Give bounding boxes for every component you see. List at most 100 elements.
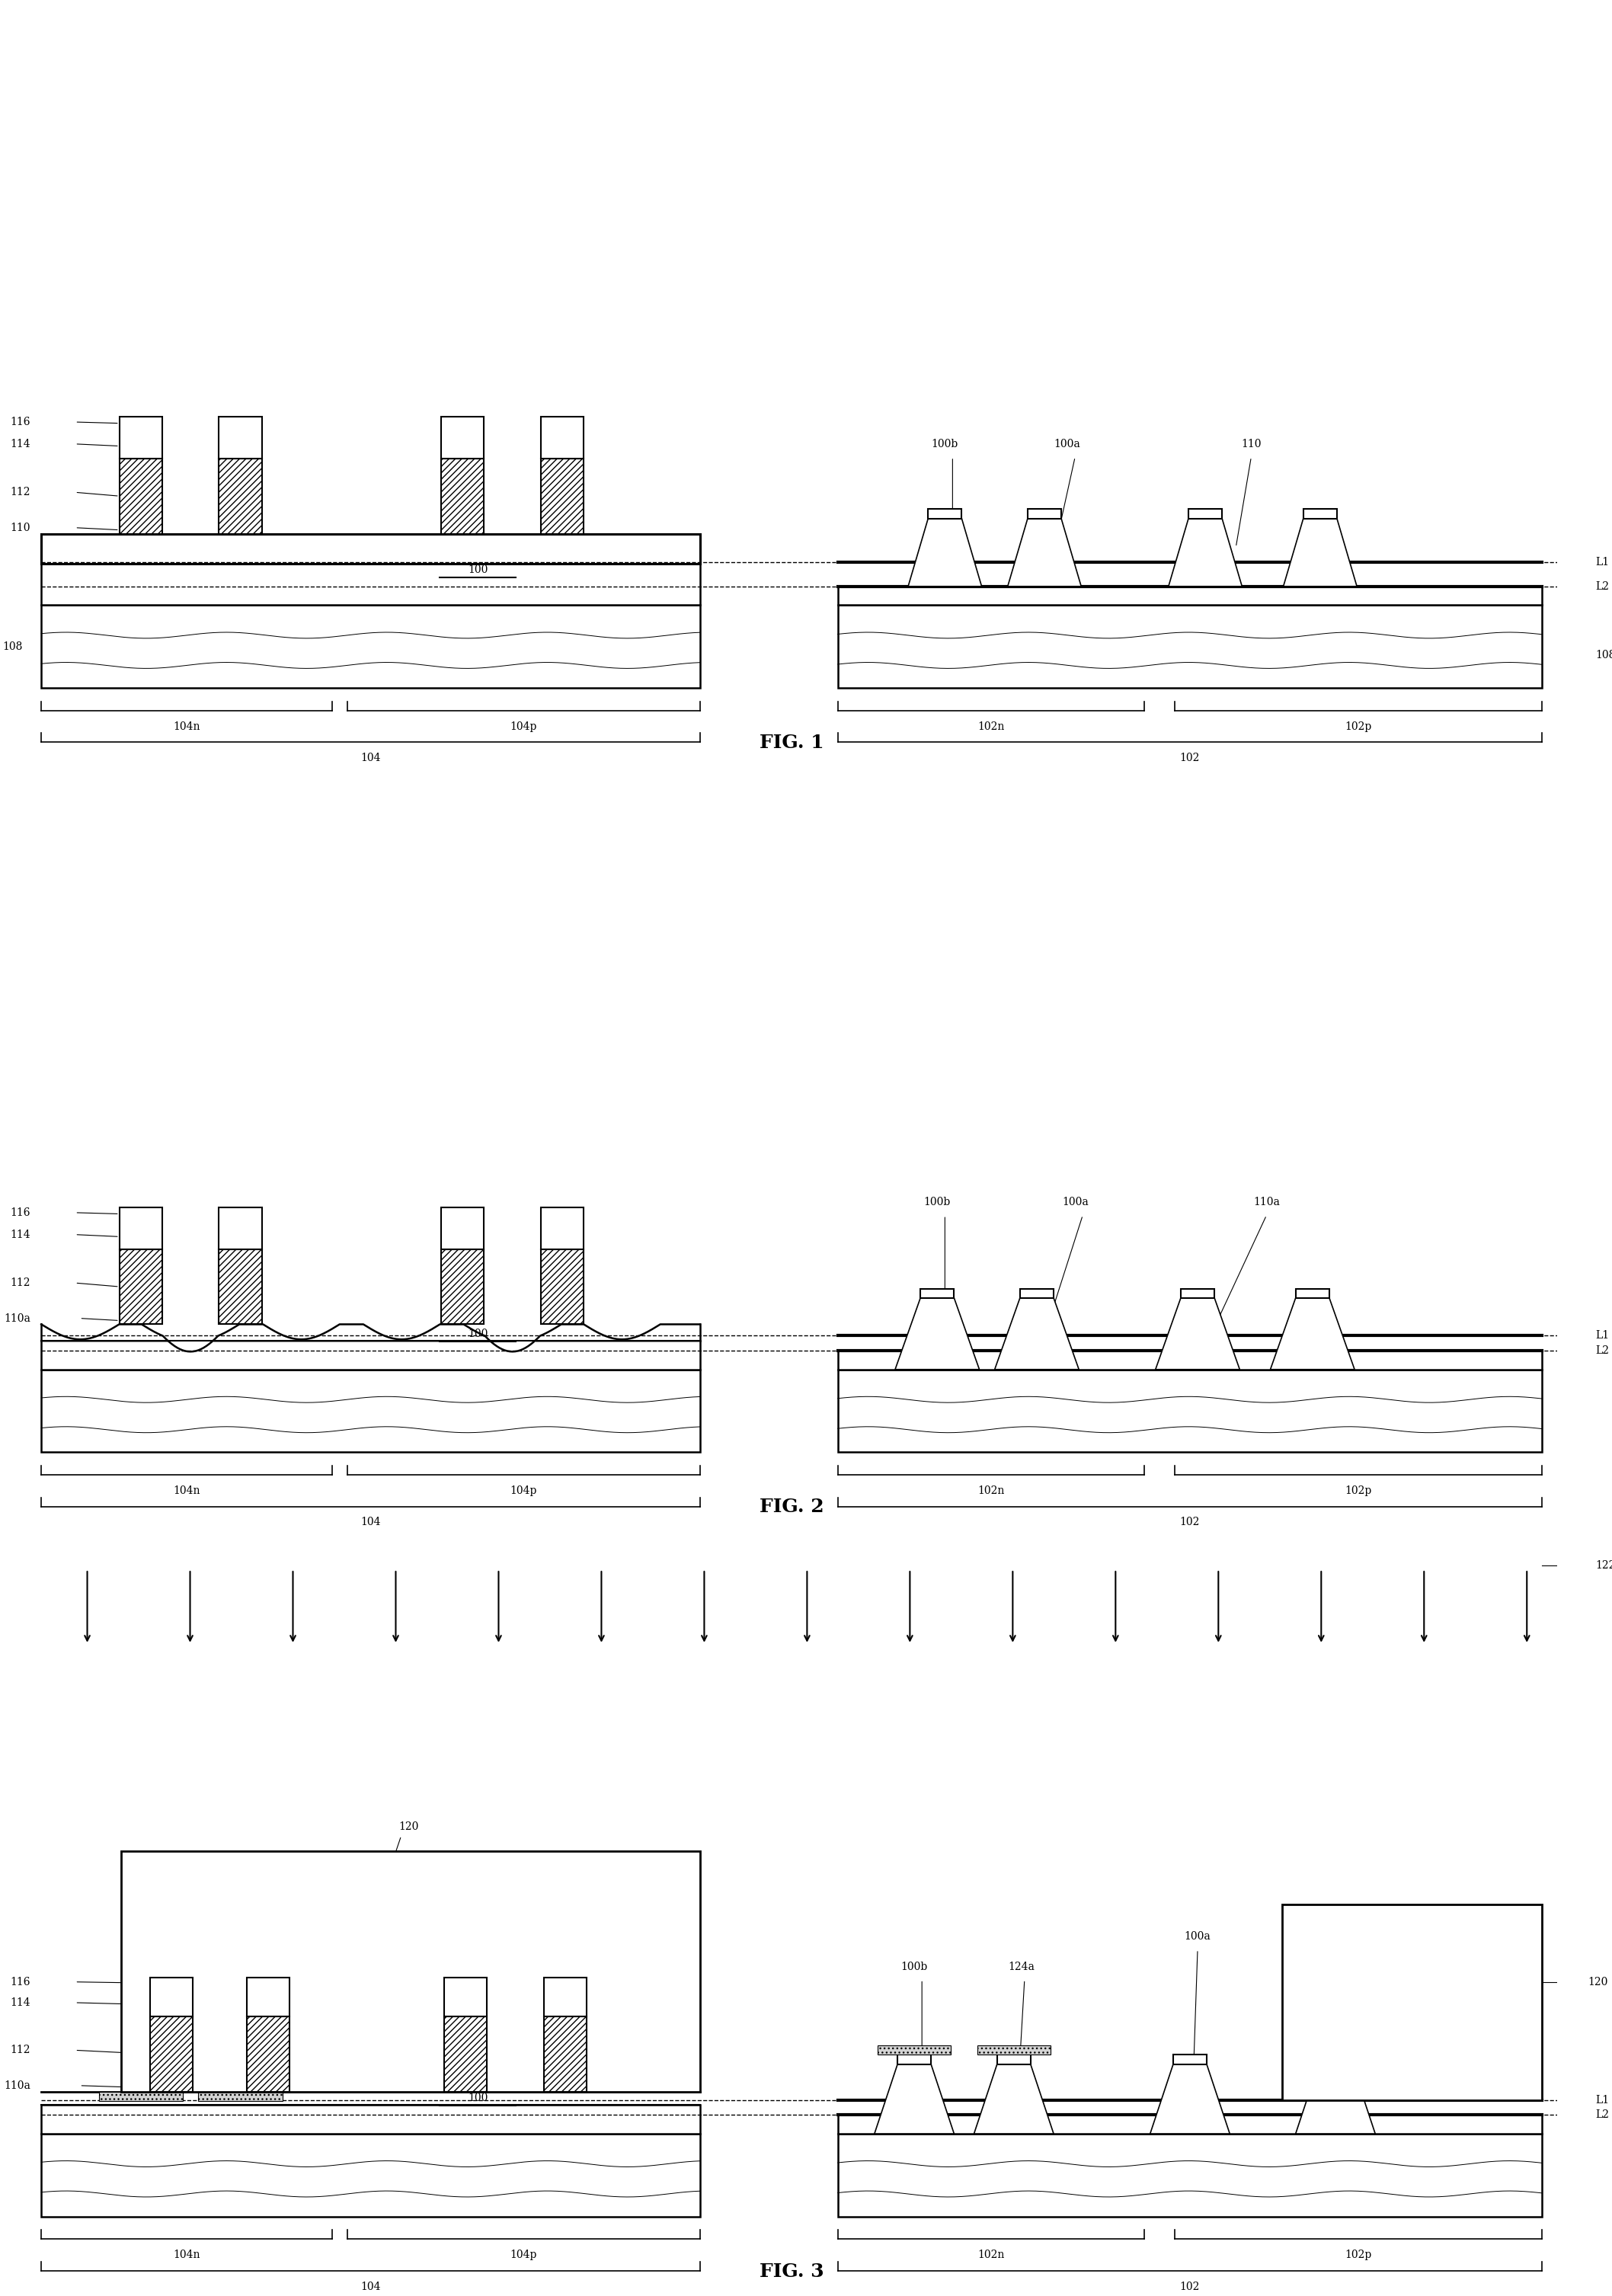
Polygon shape — [1169, 519, 1241, 585]
Text: 110: 110 — [1241, 439, 1261, 450]
Text: 110a: 110a — [3, 2080, 31, 2092]
Bar — [920, 1288, 954, 1297]
Polygon shape — [974, 2064, 1054, 2133]
Bar — [443, 1977, 487, 2016]
Polygon shape — [1149, 2064, 1230, 2133]
Text: 102n: 102n — [977, 2250, 1004, 2259]
Text: 116: 116 — [10, 416, 31, 427]
Bar — [540, 418, 584, 459]
Bar — [929, 510, 962, 519]
Bar — [219, 1249, 261, 1325]
Text: L1: L1 — [1596, 2094, 1610, 2105]
Bar — [219, 459, 261, 533]
Bar — [219, 418, 261, 459]
Text: 108: 108 — [1596, 650, 1612, 661]
Bar — [838, 1368, 1543, 1453]
Text: 108: 108 — [3, 641, 23, 652]
Text: 112: 112 — [10, 1277, 31, 1288]
Text: 100: 100 — [467, 565, 488, 574]
Bar — [1282, 1903, 1543, 2101]
Bar — [1302, 510, 1336, 519]
Text: 104: 104 — [361, 2282, 380, 2291]
Text: 100a: 100a — [1054, 439, 1080, 450]
Bar — [543, 1977, 587, 2016]
Text: FIG. 3: FIG. 3 — [759, 2262, 824, 2280]
Bar — [119, 1208, 163, 1249]
Bar — [198, 2092, 282, 2101]
Text: FIG. 1: FIG. 1 — [759, 735, 824, 751]
Text: 102: 102 — [1180, 753, 1199, 762]
Polygon shape — [1283, 519, 1357, 585]
Polygon shape — [874, 2064, 954, 2133]
Bar — [543, 2016, 587, 2092]
Bar — [1020, 1288, 1054, 1297]
Text: 102p: 102p — [1344, 721, 1372, 732]
Bar — [150, 2016, 193, 2092]
Text: 100b: 100b — [924, 1196, 951, 1208]
Text: 102p: 102p — [1344, 1486, 1372, 1497]
Text: 104p: 104p — [511, 2250, 537, 2259]
Text: 104n: 104n — [172, 1486, 200, 1497]
Text: 114: 114 — [10, 1228, 31, 1240]
Bar — [442, 1208, 484, 1249]
Bar — [877, 2046, 951, 2055]
Bar — [42, 2105, 700, 2133]
Bar — [442, 459, 484, 533]
Polygon shape — [995, 1297, 1078, 1368]
Bar — [150, 1977, 193, 2016]
Text: 110: 110 — [10, 523, 31, 533]
Text: 114: 114 — [10, 1998, 31, 2009]
Bar — [898, 2055, 932, 2064]
Text: 102: 102 — [1180, 1518, 1199, 1527]
Bar — [1188, 510, 1222, 519]
Text: 100b: 100b — [932, 439, 958, 450]
Text: 114: 114 — [10, 439, 31, 450]
Text: 100a: 100a — [1062, 1196, 1088, 1208]
Bar — [247, 2016, 290, 2092]
Text: 116: 116 — [10, 1208, 31, 1217]
Bar — [121, 1851, 700, 2092]
Text: L2: L2 — [1596, 2110, 1609, 2119]
Bar — [442, 1249, 484, 1325]
Text: 102n: 102n — [977, 721, 1004, 732]
Text: 104: 104 — [361, 753, 380, 762]
Polygon shape — [1156, 1297, 1240, 1368]
Text: 112: 112 — [10, 2046, 31, 2055]
Bar — [540, 459, 584, 533]
Bar — [442, 418, 484, 459]
Text: 102n: 102n — [977, 1486, 1004, 1497]
Bar — [838, 606, 1543, 689]
Bar — [98, 2092, 184, 2101]
Text: 100: 100 — [467, 1329, 488, 1339]
Bar — [1174, 2055, 1207, 2064]
Polygon shape — [1270, 1297, 1354, 1368]
Text: 110a: 110a — [1314, 1931, 1341, 1942]
Bar — [1296, 1288, 1330, 1297]
Text: 112: 112 — [10, 487, 31, 498]
Bar — [540, 1208, 584, 1249]
Polygon shape — [1007, 519, 1082, 585]
Bar — [977, 2046, 1051, 2055]
Text: 100b: 100b — [901, 1961, 927, 1972]
Bar — [119, 1249, 163, 1325]
Text: 110a: 110a — [3, 1313, 31, 1322]
Text: 124a: 124a — [1007, 1961, 1035, 1972]
Text: 102p: 102p — [1344, 2250, 1372, 2259]
Text: 120: 120 — [398, 1821, 419, 1832]
Bar — [1319, 2055, 1352, 2064]
Bar — [1027, 510, 1061, 519]
Text: 104p: 104p — [511, 721, 537, 732]
Bar — [42, 2133, 700, 2216]
Bar — [996, 2055, 1030, 2064]
Text: 104n: 104n — [172, 2250, 200, 2259]
Text: 120: 120 — [1588, 1977, 1609, 1988]
Text: L2: L2 — [1596, 581, 1609, 592]
Bar — [42, 1341, 700, 1368]
Bar — [1180, 1288, 1214, 1297]
Text: 104p: 104p — [511, 1486, 537, 1497]
Text: L2: L2 — [1596, 1345, 1609, 1357]
Text: 110a: 110a — [1253, 1196, 1280, 1208]
Text: FIG. 2: FIG. 2 — [759, 1497, 824, 1515]
Bar — [42, 533, 700, 565]
Text: 104: 104 — [361, 1518, 380, 1527]
